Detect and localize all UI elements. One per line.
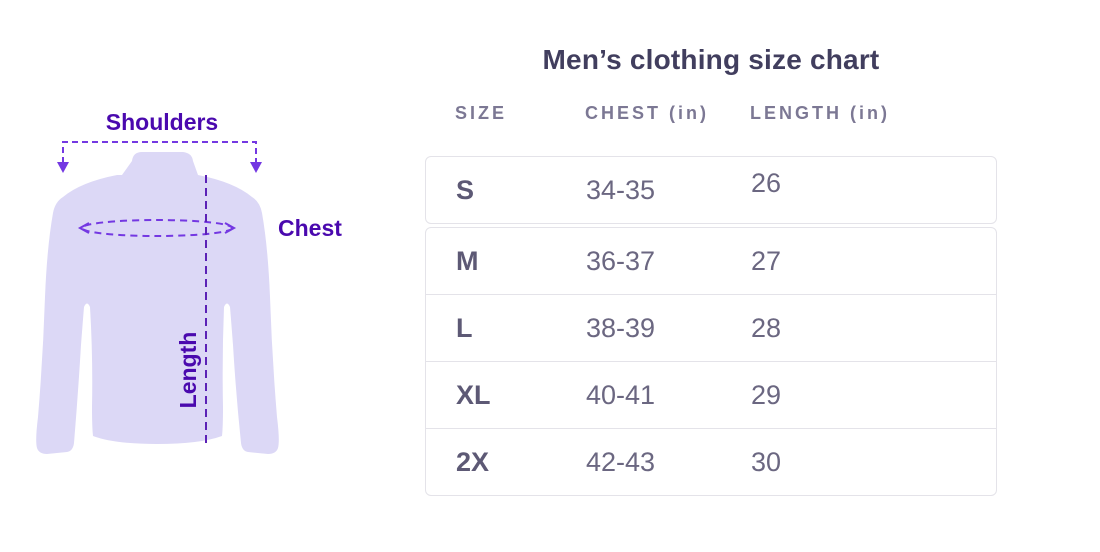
size-cell: S <box>456 174 475 205</box>
table-row: XL 40-41 29 <box>426 361 996 428</box>
chest-cell: 36-37 <box>586 245 656 276</box>
size-table-first-card: S 34-35 26 <box>425 156 997 224</box>
chest-cell: 42-43 <box>586 446 656 477</box>
shirt-svg: Shoulders Chest Length <box>36 109 342 454</box>
shoulders-arrow-left-icon <box>57 162 69 173</box>
chest-cell: 38-39 <box>586 312 656 343</box>
table-row: S 34-35 26 <box>426 157 996 223</box>
length-cell: 26 <box>751 167 782 198</box>
length-cell: 28 <box>751 312 782 343</box>
shoulders-bracket-line <box>62 141 257 163</box>
length-cell: 30 <box>751 446 782 477</box>
size-cell: L <box>456 312 473 343</box>
length-cell: 27 <box>751 245 782 276</box>
column-header-size: SIZE <box>455 103 508 123</box>
column-header-length: LENGTH (in) <box>750 103 890 123</box>
table-row: M 36-37 27 <box>426 228 996 294</box>
table-row: L 38-39 28 <box>426 294 996 361</box>
size-cell: XL <box>456 379 491 410</box>
column-header-chest: CHEST (in) <box>585 103 709 123</box>
length-label: Length <box>175 332 201 409</box>
table-row: 2X 42-43 30 <box>426 428 996 495</box>
length-cell: 29 <box>751 379 782 410</box>
size-cell: M <box>456 245 479 276</box>
table-header-row: SIZE CHEST (in) LENGTH (in) <box>425 103 997 124</box>
size-cell: 2X <box>456 446 490 477</box>
chart-title: Men’s clothing size chart <box>542 44 880 75</box>
chest-arrow-right-icon <box>224 222 237 234</box>
chest-label: Chest <box>278 215 342 241</box>
chest-cell: 40-41 <box>586 379 656 410</box>
shirt-illustration: Shoulders Chest Length <box>0 95 380 535</box>
chest-arrow-left-icon <box>77 222 90 234</box>
size-table-rest-card: M 36-37 27 L 38-39 28 XL 40-41 29 2X 42-… <box>425 227 997 496</box>
chest-cell: 34-35 <box>586 174 656 205</box>
shoulders-arrow-right-icon <box>250 162 262 173</box>
shoulders-label: Shoulders <box>106 109 218 135</box>
shirt-shape <box>36 152 279 454</box>
